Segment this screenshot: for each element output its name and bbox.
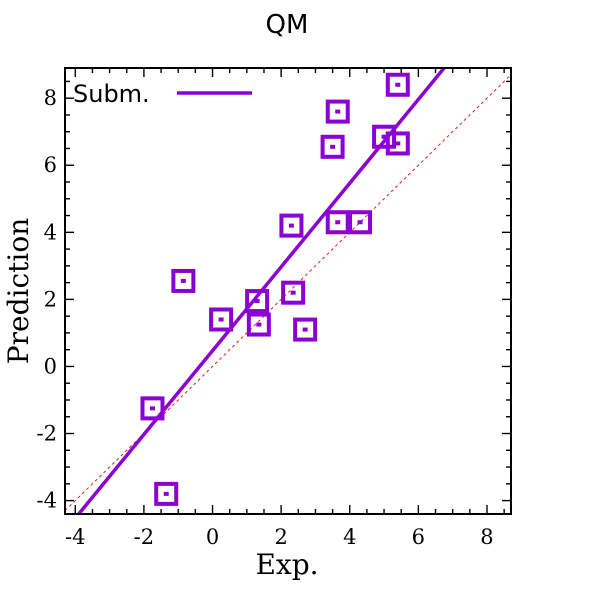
x-tick-label: 4 [343, 525, 356, 549]
data-point [209, 307, 234, 332]
x-tick-label: 8 [480, 525, 493, 549]
point-square [348, 210, 373, 235]
data-point [325, 99, 350, 124]
point-square [140, 396, 165, 421]
y-tick-label: 4 [44, 220, 57, 244]
point-square [154, 481, 179, 506]
point-center [381, 134, 387, 139]
plot-frame [64, 67, 512, 515]
data-point [140, 396, 165, 421]
x-axis-label: Exp. [255, 548, 318, 581]
y-tick-label: 6 [44, 153, 57, 177]
point-center [254, 299, 260, 304]
data-point [293, 317, 318, 342]
reference-line [65, 74, 511, 512]
point-square [279, 213, 304, 238]
point-center [163, 491, 169, 496]
legend-label: Subm. [73, 80, 150, 108]
point-square [246, 312, 271, 337]
y-axis-label: Prediction [2, 218, 35, 364]
data-point [385, 72, 410, 97]
point-square [281, 280, 306, 305]
point-center [395, 82, 401, 87]
chart-title: QM [266, 10, 309, 40]
point-center [218, 317, 224, 322]
legend: Subm. [73, 80, 252, 108]
data-point [245, 289, 270, 314]
point-square [325, 99, 350, 124]
point-square [209, 307, 234, 332]
point-square [385, 72, 410, 97]
data-point [385, 131, 410, 156]
data-point [372, 124, 397, 149]
point-square [372, 124, 397, 149]
data-point [154, 481, 179, 506]
point-center [357, 220, 363, 225]
point-center [395, 141, 401, 146]
y-tick-label: -2 [37, 422, 57, 446]
point-square [320, 134, 345, 159]
point-square [245, 289, 270, 314]
point-center [256, 322, 262, 327]
point-center [149, 406, 155, 411]
data-point [320, 134, 345, 159]
point-center [302, 327, 308, 332]
data-point [325, 210, 350, 235]
plot-area: -4 -2 0 2 4 6 8 -4 -2 0 2 4 6 8 Subm. [37, 67, 512, 549]
point-center [335, 220, 341, 225]
point-square [385, 131, 410, 156]
x-tick-label: -2 [134, 525, 154, 549]
point-center [290, 290, 296, 295]
point-square [325, 210, 350, 235]
point-center [330, 144, 336, 149]
x-tick-label: 0 [206, 525, 219, 549]
data-point [348, 210, 373, 235]
x-tick-label: 6 [412, 525, 425, 549]
x-tick-label: 2 [274, 525, 287, 549]
y-tick-label: 8 [44, 86, 57, 110]
data-point [246, 312, 271, 337]
plot-content [65, 68, 511, 514]
point-center [180, 278, 186, 283]
point-center [288, 223, 294, 228]
point-square [293, 317, 318, 342]
y-tick-label: -4 [37, 489, 57, 513]
x-tick-label: -4 [65, 525, 85, 549]
data-point [171, 268, 196, 293]
y-tick-label: 2 [44, 287, 57, 311]
point-center [335, 109, 341, 114]
data-point [281, 280, 306, 305]
y-tick-label: 0 [44, 354, 57, 378]
data-point [279, 213, 304, 238]
point-square [171, 268, 196, 293]
